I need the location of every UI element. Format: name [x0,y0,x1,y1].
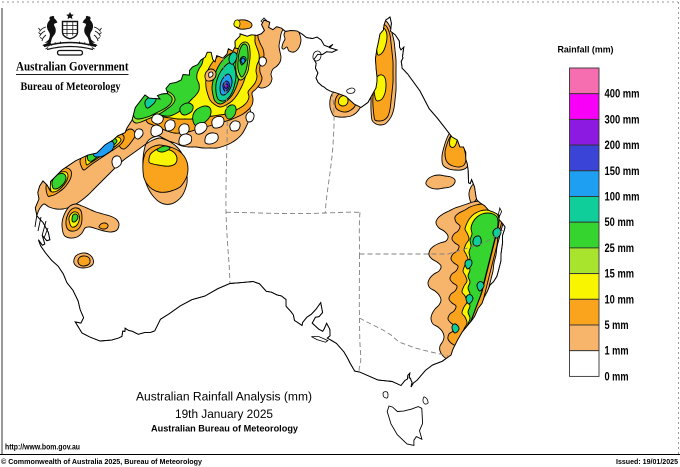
svg-text:http://www.bom.gov.au: http://www.bom.gov.au [5,442,80,451]
svg-text:150 mm: 150 mm [605,164,640,178]
svg-text:100 mm: 100 mm [605,190,640,204]
svg-text:Australian Rainfall Analysis (: Australian Rainfall Analysis (mm) [136,390,312,404]
svg-text:50 mm: 50 mm [605,215,635,229]
svg-text:1 mm: 1 mm [605,344,629,358]
svg-text:400 mm: 400 mm [605,87,640,101]
svg-text:Australian Bureau of Meteorolo: Australian Bureau of Meteorology [151,424,299,434]
svg-text:19th January 2025: 19th January 2025 [175,407,273,421]
svg-text:Rainfall (mm): Rainfall (mm) [558,45,614,55]
svg-text:Bureau of Meteorology: Bureau of Meteorology [21,79,121,93]
svg-text:0 mm: 0 mm [605,369,629,383]
svg-text:25 mm: 25 mm [605,241,635,255]
svg-text:15 mm: 15 mm [605,267,635,281]
svg-text:Issued: 19/01/2025: Issued: 19/01/2025 [616,457,678,466]
svg-text:200 mm: 200 mm [605,138,640,152]
svg-text:10 mm: 10 mm [605,292,635,306]
svg-text:© Commonwealth of Australia 20: © Commonwealth of Australia 2025, Bureau… [1,457,203,466]
svg-text:Australian Government: Australian Government [16,60,129,74]
svg-text:300 mm: 300 mm [605,112,640,126]
svg-text:5 mm: 5 mm [605,318,629,332]
